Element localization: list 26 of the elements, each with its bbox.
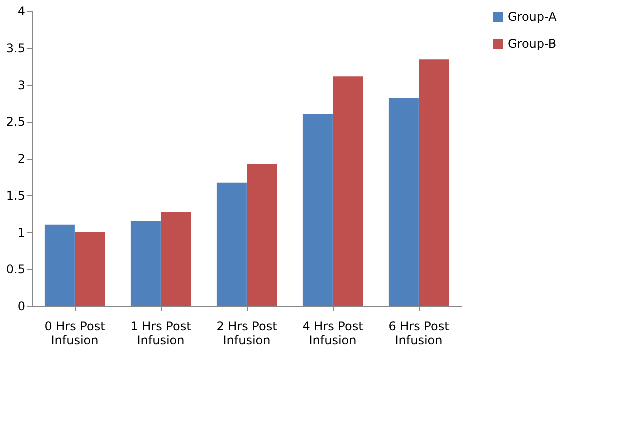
y-tick-label: 0	[18, 300, 26, 314]
y-tick-label: 1.5	[6, 188, 26, 203]
bar	[333, 76, 364, 306]
legend-label: Group-B	[508, 37, 557, 51]
x-tick-label: 6 Hrs Post Infusion	[388, 320, 450, 348]
bar	[419, 60, 450, 306]
legend-label: Group-A	[508, 10, 558, 24]
bar	[302, 114, 333, 306]
x-tick-label: 2 Hrs Post Infusion	[216, 320, 278, 348]
bar	[130, 221, 161, 306]
y-tick-label: 1	[18, 226, 26, 240]
y-tick-label: 2.5	[6, 115, 26, 130]
y-tick-label: 0.5	[6, 262, 26, 277]
x-tick-label: 4 Hrs Post Infusion	[302, 320, 364, 348]
y-tick-label: 3	[18, 78, 26, 92]
x-tick-label: 0 Hrs Post Infusion	[44, 320, 106, 348]
bar	[216, 182, 247, 306]
y-tick-label: 4	[18, 4, 26, 18]
y-tick-label: 3.5	[6, 41, 26, 56]
bar	[44, 224, 75, 306]
y-tick-label: 2	[18, 152, 26, 166]
bar	[247, 164, 278, 306]
bar	[388, 98, 419, 306]
bar	[75, 232, 106, 306]
x-tick-label: 1 Hrs Post Infusion	[130, 320, 192, 348]
bar	[161, 212, 192, 306]
